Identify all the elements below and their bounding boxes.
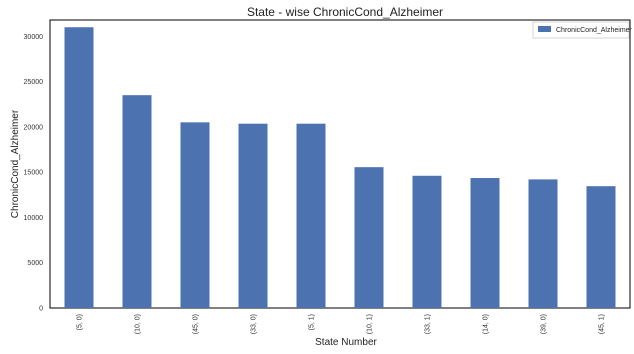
- x-tick-label: (14, 0): [483, 314, 490, 334]
- bar: [238, 123, 268, 308]
- bar: [122, 95, 152, 308]
- bar: [412, 175, 442, 308]
- y-tick-label: 15000: [24, 170, 44, 177]
- x-axis-ticks: (5, 0) (10, 0) (45, 0) (33, 0) (5, 1) (10, 1)…: [77, 314, 606, 334]
- x-tick-label: (5, 1): [309, 314, 316, 330]
- y-axis-ticks: 0 5000 10000 15000 20000 25000 30000: [24, 34, 44, 313]
- bar: [296, 123, 326, 308]
- legend-swatch: [538, 26, 551, 32]
- chart-title: State - wise ChronicCond_Alzheimer: [247, 5, 443, 19]
- y-tick-label: 5000: [27, 260, 43, 267]
- x-tick-label: (45, 1): [599, 314, 606, 334]
- y-tick-label: 10000: [24, 215, 44, 222]
- x-tick-label: (33, 0): [251, 314, 258, 334]
- bar-series: [64, 27, 616, 309]
- plot-area-frame: [49, 19, 631, 309]
- x-tick-label: (10, 0): [135, 314, 142, 334]
- y-tick-label: 20000: [24, 124, 44, 131]
- y-tick-label: 0: [39, 306, 43, 313]
- legend-frame: [532, 21, 630, 39]
- x-tick-label: (10, 1): [367, 314, 374, 334]
- y-tick-label: 30000: [24, 34, 44, 41]
- x-tick-label: (39, 0): [541, 314, 548, 334]
- bar: [528, 179, 558, 308]
- bar: [354, 167, 384, 308]
- bar: [64, 27, 94, 309]
- x-tick-label: (45, 0): [193, 314, 200, 334]
- x-tick-label: (33, 1): [425, 314, 432, 334]
- bar: [470, 178, 500, 308]
- x-tick-label: (5, 0): [77, 314, 84, 330]
- x-axis-label: State Number: [315, 337, 377, 348]
- bar: [586, 186, 616, 308]
- legend: ChronicCond_Alzheimer: [532, 21, 633, 39]
- bar: [180, 122, 210, 308]
- y-tick-label: 25000: [24, 79, 44, 86]
- legend-label: ChronicCond_Alzheimer: [556, 27, 633, 34]
- y-axis-label: ChronicCond_Alzheimer: [10, 109, 21, 218]
